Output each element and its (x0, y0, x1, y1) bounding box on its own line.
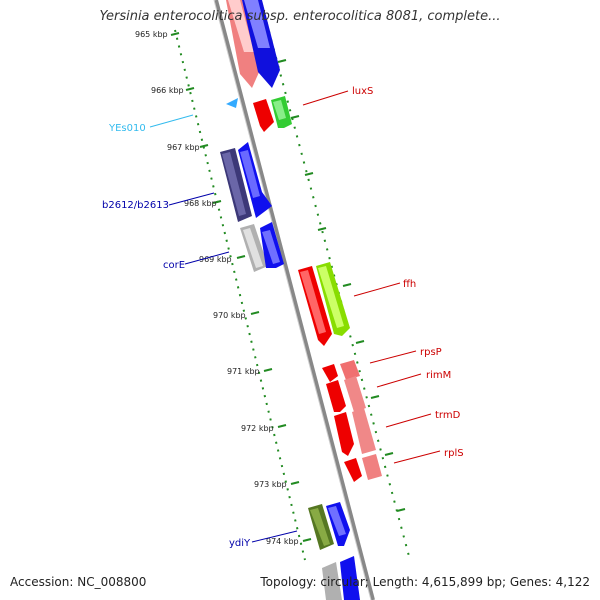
gene-label-luxS[interactable]: luxS (352, 86, 373, 97)
leader-YEs010 (149, 114, 194, 128)
genome-summary: Topology: circular; Length: 4,615,899 bp… (260, 575, 590, 589)
gene-label-ffh[interactable]: ffh (403, 279, 416, 290)
leader-corE (184, 251, 230, 265)
gene-label-b2612-b2613[interactable]: b2612/b2613 (102, 200, 169, 211)
major-tick (370, 395, 380, 399)
major-ticks-left (170, 32, 312, 542)
major-tick (396, 508, 406, 512)
leader-trmD (385, 413, 432, 428)
gene-arrow[interactable] (322, 562, 342, 600)
gene-arrow-corE-companion-shade[interactable] (243, 228, 263, 268)
leader-rpsP (369, 350, 417, 364)
gene-arrow-YEs010[interactable] (226, 98, 238, 108)
map-title: Yersinia enterocolitica subsp. enterocol… (99, 9, 501, 24)
gene-label-ydiY[interactable]: ydiY (229, 538, 251, 549)
gene-arrow-trmD-companion[interactable] (352, 408, 376, 454)
tick-label: 968 kbp (184, 199, 217, 208)
backbone-line-highlight (213, 0, 372, 600)
gene-arrow-ffh-companion-shade[interactable] (318, 266, 344, 328)
tick-label: 972 kbp (241, 424, 274, 433)
major-tick (250, 311, 260, 315)
major-tick (199, 144, 209, 148)
tick-label: 971 kbp (227, 367, 260, 376)
leader-rimM (376, 373, 422, 388)
gene-arrow-b2613-shade[interactable] (240, 150, 260, 198)
tick-label: 967 kbp (167, 143, 200, 152)
gene-arrow-ffh-shade[interactable] (300, 270, 326, 334)
major-tick (342, 283, 352, 287)
major-tick (185, 87, 195, 91)
major-tick (355, 340, 365, 344)
leader-ydiY (251, 530, 298, 543)
tick-label: 970 kbp (213, 311, 246, 320)
gene-label-rplS[interactable]: rplS (444, 448, 464, 459)
gene-arrow-ydiY-shade[interactable] (328, 506, 346, 536)
major-tick (277, 424, 287, 428)
leader-ffh (353, 282, 401, 297)
gene-label-rimM[interactable]: rimM (426, 370, 451, 381)
leader-rplS (393, 450, 441, 464)
gene-label-trmD[interactable]: trmD (435, 410, 461, 421)
gene-arrow-rpsP[interactable] (322, 364, 338, 382)
leader-luxS (302, 90, 349, 106)
gene-arrow-rplS[interactable] (344, 458, 362, 482)
major-tick (277, 59, 287, 63)
gene-arrow-trmD[interactable] (334, 412, 354, 456)
gene-arrow[interactable] (244, 0, 270, 48)
tick-labels: 965 kbp 966 kbp 967 kbp 968 kbp 969 kbp … (135, 30, 299, 546)
major-tick (236, 255, 246, 259)
backbone-line (214, 0, 375, 600)
major-tick (317, 227, 327, 231)
gene-arrow-rimM[interactable] (326, 380, 346, 412)
leader-b2612 (168, 192, 215, 206)
tick-label: 966 kbp (151, 86, 184, 95)
major-tick (170, 32, 180, 36)
right-dotted-track (261, 4, 411, 561)
gene-label-YEs010[interactable]: YEs010 (108, 123, 146, 134)
major-tick (384, 452, 394, 456)
gene-arrow[interactable] (340, 556, 360, 600)
gene-arrow[interactable] (228, 0, 254, 52)
gene-arrow-rplS-companion[interactable] (362, 454, 382, 480)
tick-label: 974 kbp (266, 537, 299, 546)
gene-label-rpsP[interactable]: rpsP (420, 347, 442, 358)
gene-arrow-corE-shade[interactable] (262, 230, 280, 264)
tick-label: 969 kbp (199, 255, 232, 264)
tick-label: 973 kbp (254, 480, 287, 489)
accession-label: Accession: NC_008800 (10, 575, 147, 589)
gene-arrow-ydiY-companion-shade[interactable] (310, 508, 330, 546)
major-tick (212, 200, 222, 204)
major-tick (263, 368, 273, 372)
major-tick (290, 481, 300, 485)
gene-arrow-rimM-companion[interactable] (344, 376, 366, 412)
gene-label-corE[interactable]: corE (163, 260, 185, 271)
gene-arrow-b2612-shade[interactable] (222, 152, 246, 216)
major-tick (304, 172, 314, 176)
major-tick (302, 538, 312, 542)
left-dotted-track (174, 29, 306, 561)
major-ticks-right (277, 59, 406, 512)
tick-label: 965 kbp (135, 30, 168, 39)
gene-arrow-luxS-companion-shade[interactable] (273, 100, 286, 120)
major-tick (290, 115, 300, 119)
gene-arrow-luxS[interactable] (253, 99, 274, 132)
gene-arrow-rpsP-companion[interactable] (340, 360, 360, 380)
